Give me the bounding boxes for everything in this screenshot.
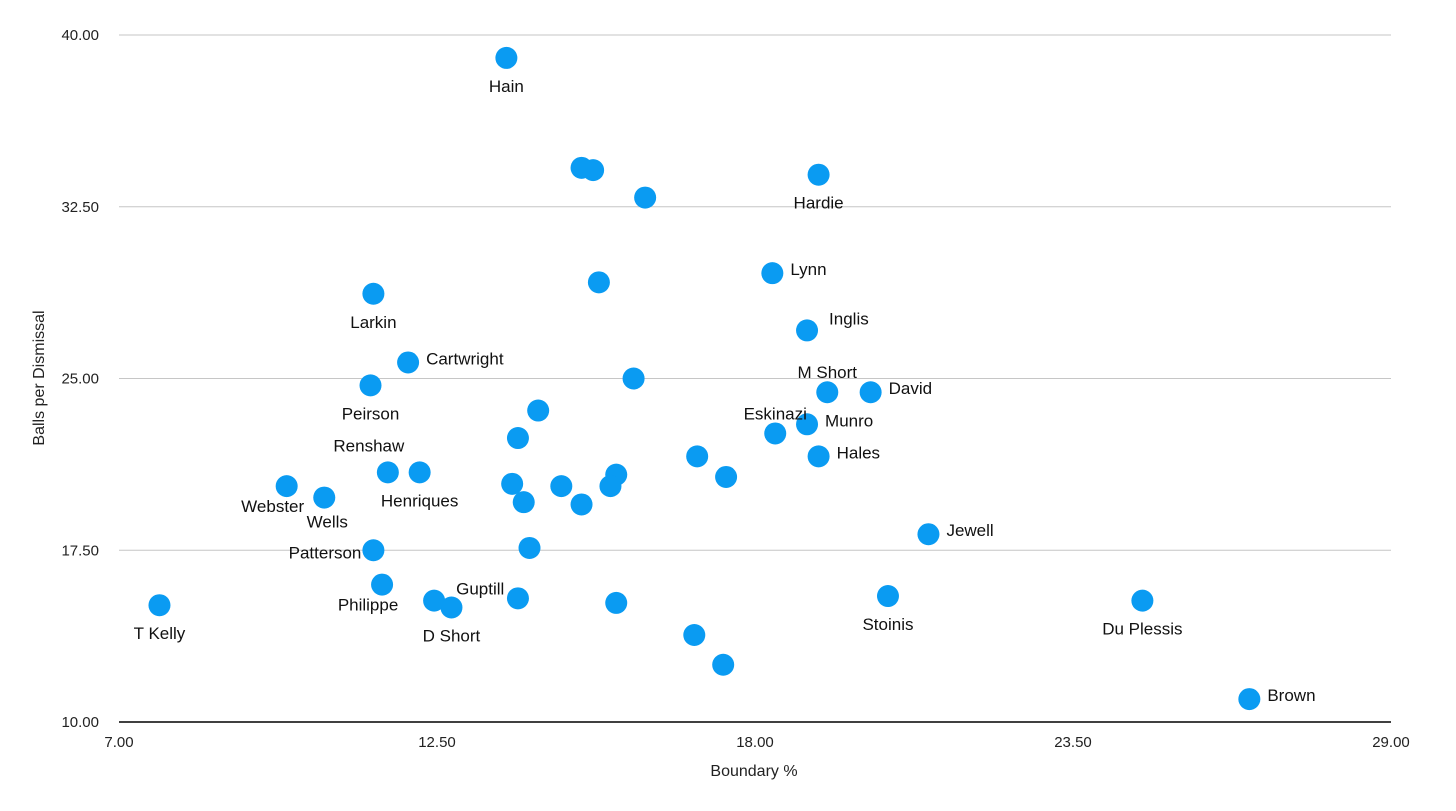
x-tick-label: 7.00	[104, 734, 133, 751]
y-tick-label: 40.00	[61, 27, 99, 44]
data-point	[816, 381, 839, 404]
x-tick-label: 12.50	[418, 734, 456, 751]
point-label: Cartwright	[426, 349, 504, 368]
y-tick-label: 32.50	[61, 199, 99, 216]
point-label: Stoinis	[862, 615, 913, 634]
point-label: Hain	[489, 77, 524, 96]
data-point	[796, 413, 819, 436]
point-label: T Kelly	[134, 624, 186, 643]
point-label: Patterson	[289, 543, 362, 562]
point-label: Renshaw	[333, 436, 405, 455]
data-point	[275, 475, 298, 498]
point-label: D Short	[423, 627, 481, 646]
point-label: Henriques	[381, 491, 459, 510]
data-point	[550, 475, 573, 498]
data-points	[148, 46, 1261, 711]
data-point	[796, 319, 819, 342]
data-point	[359, 374, 382, 397]
data-point	[313, 486, 336, 509]
x-tick-label: 18.00	[736, 734, 774, 751]
data-point	[634, 186, 657, 209]
data-point	[876, 585, 899, 608]
data-point	[371, 573, 394, 596]
point-label: Guptill	[456, 580, 504, 599]
data-point	[807, 445, 830, 468]
data-point	[761, 262, 784, 285]
data-point	[408, 461, 431, 484]
grid-lines	[119, 34, 1391, 551]
point-label: Peirson	[342, 404, 400, 423]
point-label: Lynn	[790, 260, 826, 279]
y-axis-label: Balls per Dismissal	[31, 310, 48, 445]
data-point	[527, 399, 550, 422]
data-point	[587, 271, 610, 294]
data-point	[859, 381, 882, 404]
point-label: Webster	[241, 497, 304, 516]
point-label: Brown	[1267, 686, 1315, 705]
data-point	[917, 523, 940, 546]
data-point	[512, 491, 535, 514]
point-label: Eskinazi	[744, 404, 807, 423]
tick-labels: 10.00 17.50 25.00 32.50 40.00 7.00 12.50 18.00 2…	[61, 27, 1409, 751]
data-point	[397, 351, 420, 374]
data-point	[495, 46, 518, 69]
data-point	[518, 536, 541, 559]
data-point	[440, 596, 463, 619]
data-point	[764, 422, 787, 445]
data-point	[599, 475, 622, 498]
data-point	[807, 163, 830, 186]
data-point	[506, 587, 529, 610]
data-point	[582, 159, 605, 182]
point-label: Du Plessis	[1102, 620, 1182, 639]
data-point	[1238, 688, 1261, 711]
data-point	[506, 427, 529, 450]
data-point	[376, 461, 399, 484]
point-labels: Hain Hardie Lynn Larkin Inglis Cartwright Peir…	[134, 77, 1316, 705]
x-tick-label: 29.00	[1372, 734, 1410, 751]
data-point	[715, 465, 738, 488]
y-tick-label: 25.00	[61, 371, 99, 388]
point-label: Larkin	[350, 313, 396, 332]
point-label: Munro	[825, 411, 873, 430]
data-point	[362, 539, 385, 562]
data-point	[605, 591, 628, 614]
data-point	[686, 445, 709, 468]
data-point	[362, 282, 385, 305]
point-label: Philippe	[338, 596, 399, 615]
point-label: Jewell	[946, 521, 993, 540]
point-label: Wells	[307, 513, 348, 532]
data-point	[712, 653, 735, 676]
data-point	[423, 589, 446, 612]
y-tick-label: 10.00	[61, 714, 99, 731]
data-point	[1131, 589, 1154, 612]
data-point	[148, 594, 171, 617]
point-label: Hardie	[794, 194, 844, 213]
y-tick-label: 17.50	[61, 542, 99, 559]
data-point	[570, 493, 593, 516]
point-label: Inglis	[829, 309, 869, 328]
data-point	[501, 472, 524, 495]
data-point	[683, 623, 706, 646]
x-axis-label: Boundary %	[710, 763, 797, 780]
data-point	[622, 367, 645, 390]
point-label: David	[889, 379, 932, 398]
x-tick-label: 23.50	[1054, 734, 1092, 751]
point-label: M Short	[798, 363, 858, 382]
point-label: Hales	[837, 443, 880, 462]
